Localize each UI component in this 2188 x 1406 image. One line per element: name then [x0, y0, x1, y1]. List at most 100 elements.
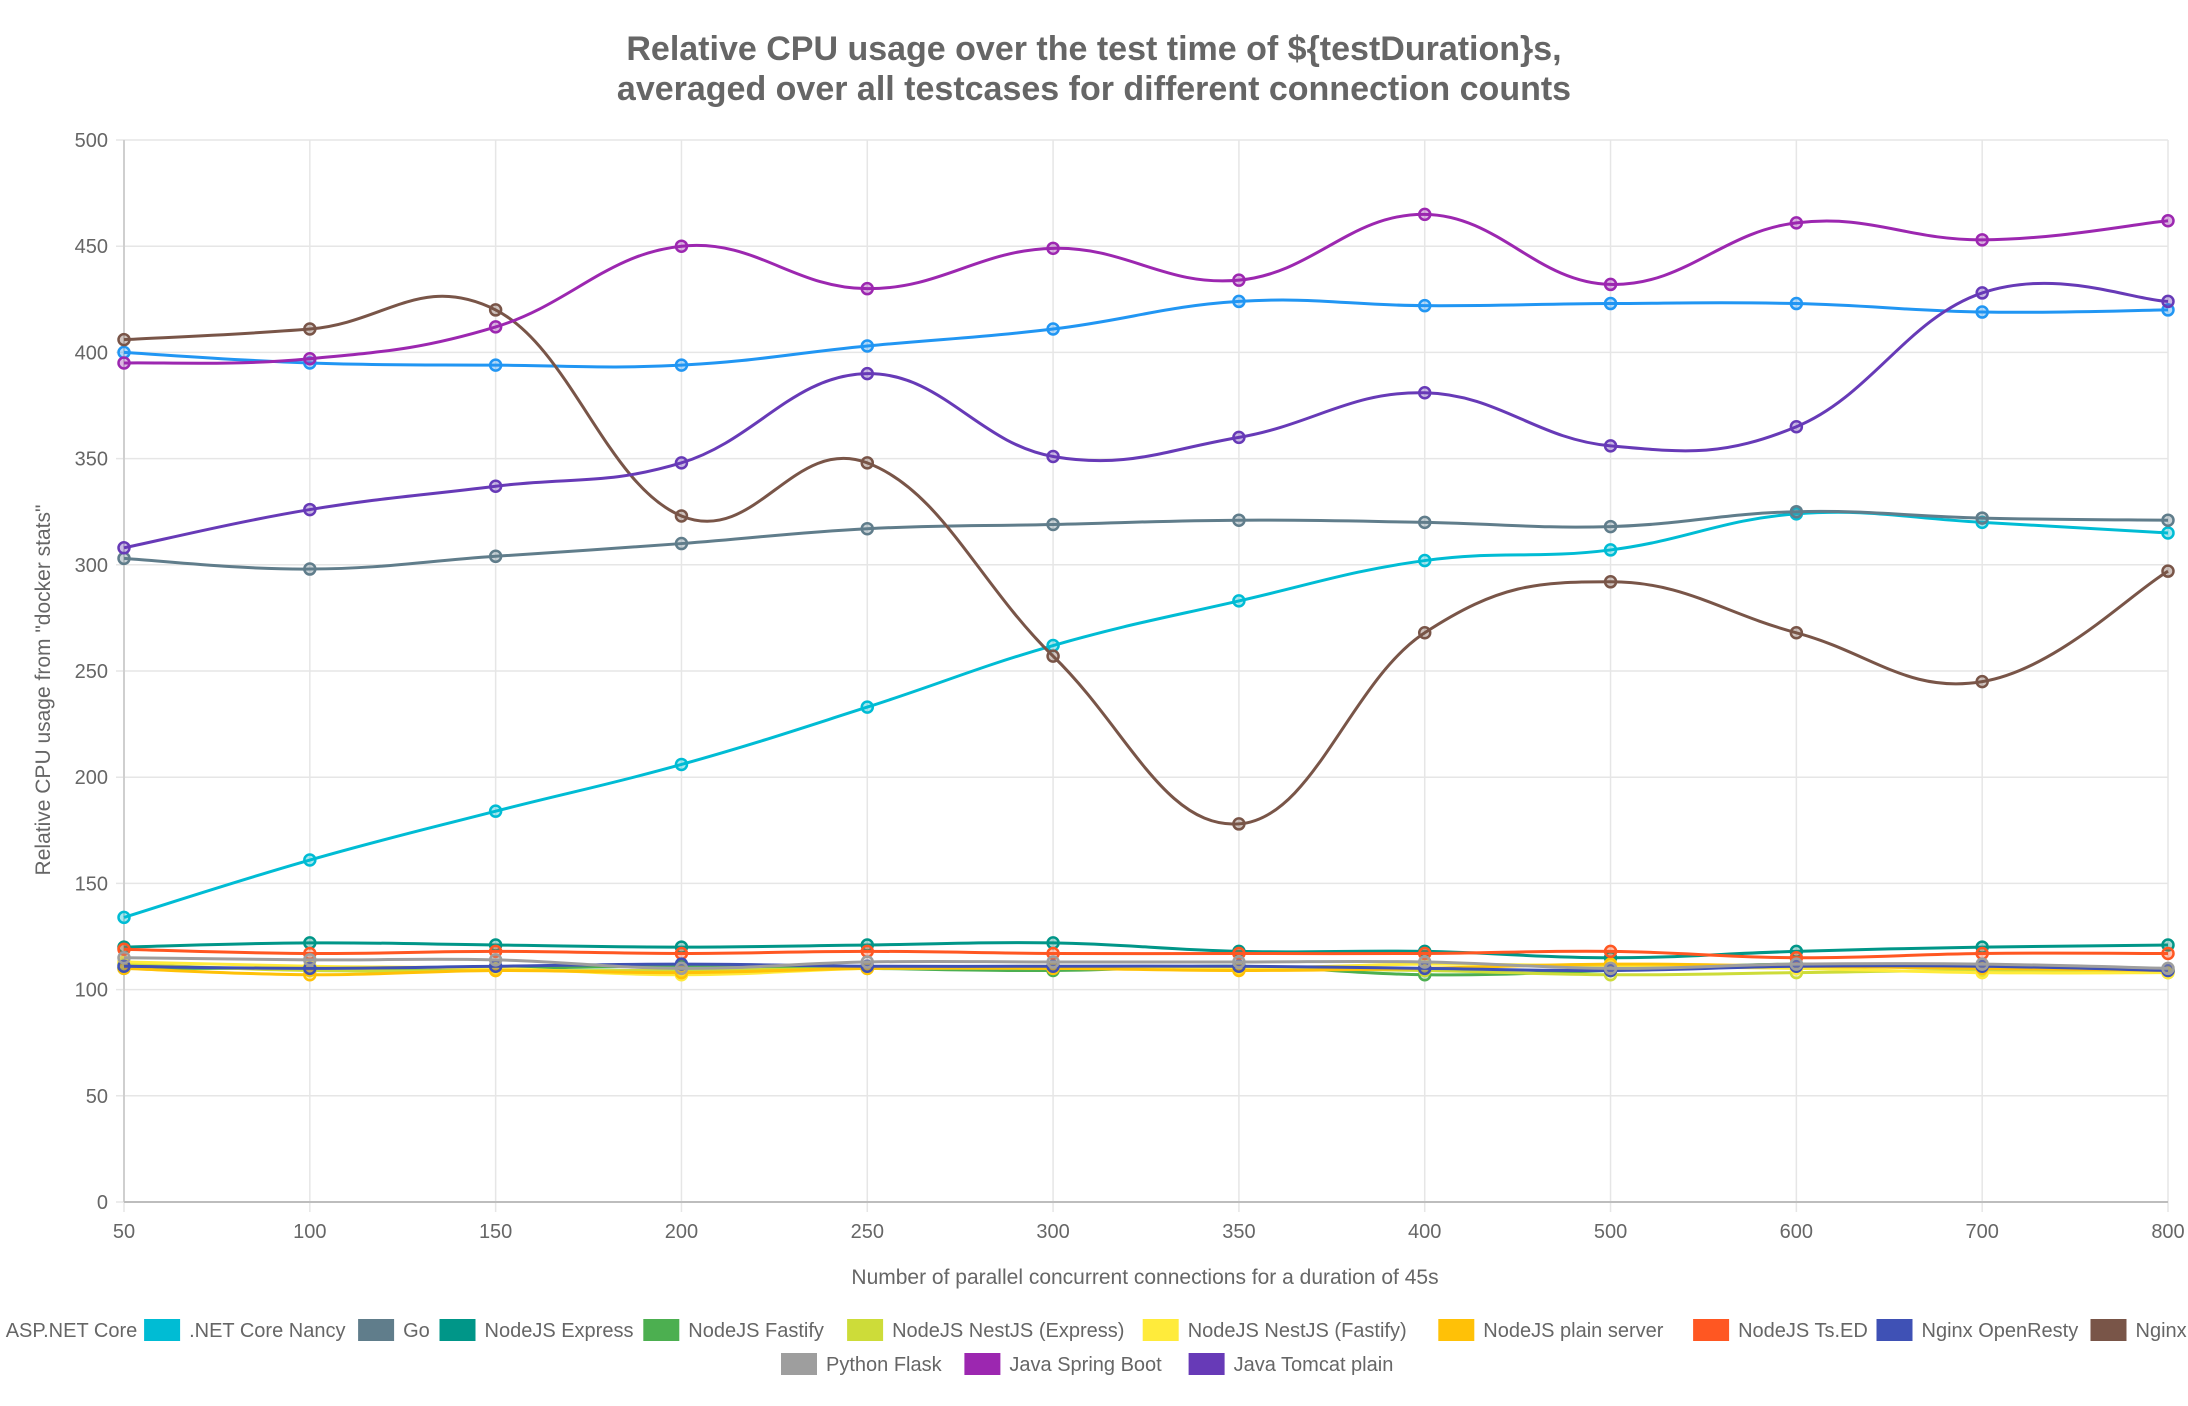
data-point[interactable]	[1789, 957, 1804, 971]
legend-item-nginx-openresty[interactable]: Nginx OpenResty	[1876, 1319, 2079, 1342]
data-point[interactable]	[860, 366, 875, 381]
data-point[interactable]	[2161, 564, 2175, 578]
data-point[interactable]	[488, 303, 503, 317]
data-point[interactable]	[1046, 241, 1060, 256]
legend-item-java-spring-boot[interactable]: Java Spring Boot	[964, 1353, 1162, 1376]
data-point[interactable]	[117, 332, 131, 347]
data-point[interactable]	[674, 509, 689, 523]
data-point[interactable]	[1046, 638, 1060, 653]
legend-item-nodejs-express[interactable]: NodeJS Express	[439, 1319, 634, 1342]
legend-item-net-core-nancy[interactable]: .NET Core Nancy	[144, 1319, 345, 1342]
data-point[interactable]	[860, 281, 875, 296]
data-point[interactable]	[1046, 955, 1060, 969]
data-point[interactable]	[117, 356, 131, 370]
data-point[interactable]	[1603, 277, 1618, 292]
data-point[interactable]	[117, 345, 131, 360]
legend-item-go[interactable]: Go	[358, 1319, 430, 1342]
data-point[interactable]	[1417, 386, 1432, 400]
data-point[interactable]	[1417, 207, 1432, 222]
data-point[interactable]	[1046, 449, 1060, 464]
data-point[interactable]	[1232, 955, 1246, 969]
data-point[interactable]	[860, 456, 875, 470]
data-point[interactable]	[674, 358, 689, 372]
data-point[interactable]	[488, 320, 503, 334]
data-point[interactable]	[1789, 419, 1804, 434]
data-point[interactable]	[674, 757, 689, 772]
legend-item-java-tomcat-plain[interactable]: Java Tomcat plain	[1188, 1353, 1394, 1376]
data-point[interactable]	[303, 936, 317, 950]
data-point[interactable]	[2161, 961, 2175, 976]
legend-item-nodejs-ts-ed[interactable]: NodeJS Ts.ED	[1693, 1319, 1868, 1342]
data-point[interactable]	[1232, 513, 1246, 527]
data-point[interactable]	[1417, 626, 1432, 640]
data-point[interactable]	[303, 562, 317, 576]
data-point[interactable]	[117, 541, 131, 555]
data-point[interactable]	[1789, 296, 1804, 311]
data-point[interactable]	[674, 946, 689, 961]
data-point[interactable]	[1603, 961, 1618, 976]
data-point[interactable]	[1417, 955, 1432, 969]
data-point[interactable]	[1417, 298, 1432, 313]
data-point[interactable]	[2161, 946, 2175, 961]
data-point[interactable]	[1789, 216, 1804, 230]
data-point[interactable]	[674, 239, 689, 253]
legend-item-nodejs-nestjs-fastify[interactable]: NodeJS NestJS (Fastify)	[1142, 1319, 1407, 1342]
data-point[interactable]	[1975, 233, 1989, 247]
data-point[interactable]	[1975, 946, 1989, 961]
data-point[interactable]	[1603, 296, 1618, 311]
data-point[interactable]	[860, 955, 875, 969]
data-point[interactable]	[1046, 936, 1060, 950]
data-point[interactable]	[1232, 430, 1246, 445]
data-point[interactable]	[1046, 649, 1060, 663]
data-point[interactable]	[1975, 305, 1989, 319]
data-point[interactable]	[1232, 294, 1246, 309]
data-point[interactable]	[860, 339, 875, 353]
data-point[interactable]	[303, 322, 317, 336]
data-point[interactable]	[1789, 626, 1804, 640]
legend-item-python-flask[interactable]: Python Flask	[781, 1353, 943, 1376]
data-point[interactable]	[488, 358, 503, 372]
data-point[interactable]	[1232, 273, 1246, 287]
data-point[interactable]	[117, 950, 131, 965]
data-point[interactable]	[488, 804, 503, 818]
data-point[interactable]	[303, 853, 317, 867]
data-point[interactable]	[860, 521, 875, 536]
data-point[interactable]	[1232, 594, 1246, 608]
data-point[interactable]	[1603, 543, 1618, 557]
data-point[interactable]	[488, 479, 503, 493]
data-point[interactable]	[1975, 511, 1989, 525]
data-point[interactable]	[117, 910, 131, 925]
data-point[interactable]	[1975, 674, 1989, 689]
data-point[interactable]	[303, 502, 317, 517]
data-point[interactable]	[674, 456, 689, 470]
data-point[interactable]	[2161, 513, 2175, 527]
data-point[interactable]	[674, 536, 689, 551]
data-point[interactable]	[303, 352, 317, 366]
data-point[interactable]	[488, 549, 503, 564]
data-point[interactable]	[1603, 439, 1618, 453]
data-point[interactable]	[2161, 294, 2175, 309]
data-point[interactable]	[117, 551, 131, 566]
data-point[interactable]	[1232, 817, 1246, 831]
data-point[interactable]	[1046, 322, 1060, 336]
data-point[interactable]	[1603, 944, 1618, 959]
legend-item-nginx-php[interactable]: Nginx PHP	[2090, 1319, 2188, 1342]
legend-item-nodejs-plain-server[interactable]: NodeJS plain server	[1438, 1319, 1664, 1342]
data-point[interactable]	[860, 944, 875, 959]
legend-item-nodejs-nestjs-express[interactable]: NodeJS NestJS (Express)	[847, 1319, 1124, 1342]
data-point[interactable]	[1975, 957, 1989, 971]
data-point[interactable]	[1603, 575, 1618, 589]
data-point[interactable]	[1975, 286, 1989, 300]
data-point[interactable]	[1417, 553, 1432, 568]
data-point[interactable]	[1046, 517, 1060, 532]
legend-item-nodejs-fastify[interactable]: NodeJS Fastify	[643, 1319, 824, 1342]
data-point[interactable]	[860, 700, 875, 714]
data-point[interactable]	[1789, 504, 1804, 519]
data-point[interactable]	[488, 953, 503, 967]
data-point[interactable]	[1603, 519, 1618, 534]
data-point[interactable]	[2161, 213, 2175, 228]
legend-item-asp-net-core[interactable]: ASP.NET Core	[0, 1319, 138, 1342]
data-point[interactable]	[1417, 515, 1432, 530]
data-point[interactable]	[2161, 526, 2175, 540]
data-point[interactable]	[303, 953, 317, 967]
